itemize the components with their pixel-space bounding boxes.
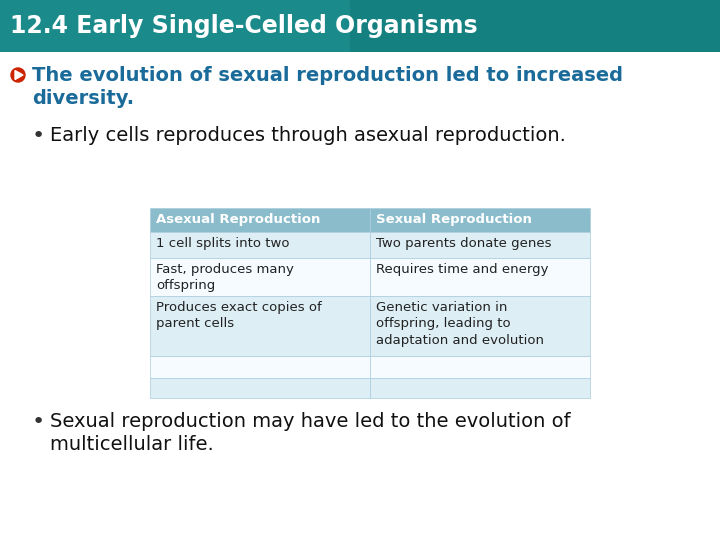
Bar [150, 296, 370, 356]
Text: Sexual reproduction may have led to the evolution of
multicellular life.: Sexual reproduction may have led to the … [50, 412, 571, 455]
Bar [350, 0, 720, 52]
Text: Sexual Reproduction: Sexual Reproduction [376, 213, 532, 226]
Text: Genetic variation in
offspring, leading to
adaptation and evolution: Genetic variation in offspring, leading … [376, 301, 544, 347]
Bar [370, 208, 590, 232]
Text: 1 cell splits into two: 1 cell splits into two [156, 237, 289, 250]
Bar [150, 208, 370, 232]
Text: Early cells reproduces through asexual reproduction.: Early cells reproduces through asexual r… [50, 126, 566, 145]
Bar [370, 296, 590, 356]
Text: Produces exact copies of
parent cells: Produces exact copies of parent cells [156, 301, 322, 330]
Bar [150, 378, 370, 398]
Bar [370, 232, 590, 258]
Text: Requires time and energy: Requires time and energy [376, 263, 549, 276]
Bar [370, 378, 590, 398]
Bar [0, 0, 720, 52]
Text: 12.4 Early Single-Celled Organisms: 12.4 Early Single-Celled Organisms [10, 14, 477, 38]
Bar [150, 356, 370, 378]
Text: •: • [32, 412, 45, 432]
Text: Fast, produces many
offspring: Fast, produces many offspring [156, 263, 294, 293]
Text: Asexual Reproduction: Asexual Reproduction [156, 213, 320, 226]
Text: Two parents donate genes: Two parents donate genes [376, 237, 552, 250]
Bar [150, 232, 370, 258]
Bar [370, 258, 590, 296]
Bar [150, 258, 370, 296]
Polygon shape [15, 71, 23, 79]
Text: •: • [32, 126, 45, 146]
Text: The evolution of sexual reproduction led to increased
diversity.: The evolution of sexual reproduction led… [32, 66, 623, 109]
Bar [370, 356, 590, 378]
Circle shape [11, 68, 25, 82]
